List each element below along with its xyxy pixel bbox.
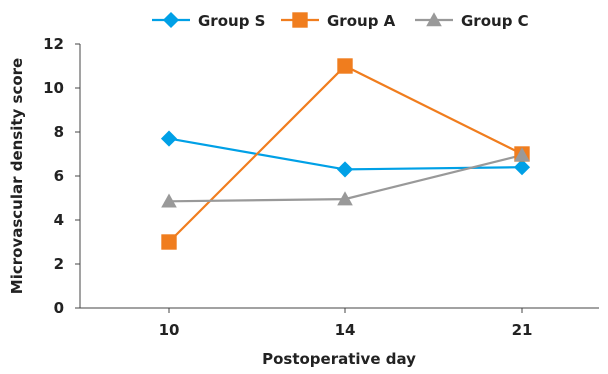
x-tick-label: 14 xyxy=(335,321,356,339)
data-point-group-a xyxy=(161,234,177,250)
y-tick-label: 10 xyxy=(43,79,64,97)
data-point-group-c xyxy=(337,191,353,206)
y-axis-title: Microvascular density score xyxy=(8,58,26,294)
data-point-group-c xyxy=(161,193,177,208)
legend-marker xyxy=(426,12,442,27)
legend-marker xyxy=(292,12,308,28)
data-point-group-s xyxy=(336,161,354,178)
y-axis-ticks: 0 2 4 6 8 10 12 xyxy=(43,35,80,317)
data-point-group-s xyxy=(160,130,178,147)
x-axis-title: Postoperative day xyxy=(262,350,416,368)
legend: Group S Group A Group C xyxy=(152,11,529,30)
legend-label: Group C xyxy=(461,12,529,30)
series-markers xyxy=(160,58,531,250)
x-tick-label: 10 xyxy=(159,321,180,339)
data-point-group-a xyxy=(337,58,353,74)
x-tick-label: 21 xyxy=(512,321,533,339)
series-line-group-a xyxy=(168,64,523,243)
series-lines xyxy=(168,64,523,243)
y-tick-label: 0 xyxy=(54,299,64,317)
y-tick-label: 8 xyxy=(54,123,64,141)
y-tick-label: 12 xyxy=(43,35,64,53)
legend-marker xyxy=(162,11,180,29)
data-point-group-s xyxy=(513,159,531,176)
y-tick-label: 2 xyxy=(54,255,64,273)
data-point-group-c xyxy=(514,147,530,162)
legend-label: Group S xyxy=(198,12,265,30)
x-axis-ticks: 10 14 21 xyxy=(159,308,533,339)
y-tick-label: 6 xyxy=(54,167,64,185)
y-tick-label: 4 xyxy=(54,211,64,229)
legend-label: Group A xyxy=(327,12,396,30)
